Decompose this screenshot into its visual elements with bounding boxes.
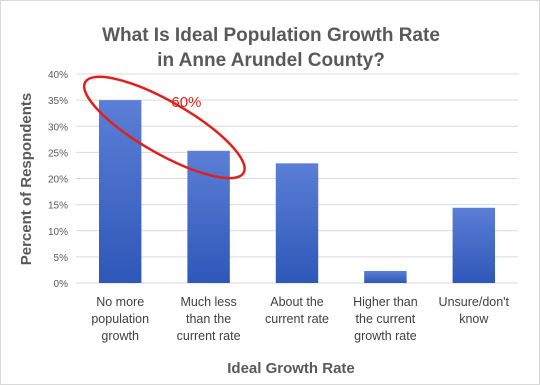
x-tick-label: About the current rate — [265, 295, 329, 326]
x-tick-label: Unsure/don't know — [439, 295, 510, 326]
bar — [275, 163, 319, 283]
x-tick-label: Higher than the current growth rate — [353, 295, 418, 343]
bar — [98, 100, 142, 283]
chart-title-line-2: in Anne Arundel County? — [157, 50, 385, 71]
y-tick-label: 15% — [48, 201, 68, 212]
bar — [187, 150, 230, 283]
x-tick-label-line: growth rate — [354, 329, 417, 343]
x-tick-label: No more population growth — [91, 295, 149, 343]
annotation-group: 60% — [82, 75, 246, 180]
y-tick-label: 20% — [48, 175, 68, 186]
x-tick-label-line: About the — [270, 295, 324, 309]
y-tick-label: 30% — [48, 122, 68, 133]
x-axis-ticks: No more population growth Much less than the… — [91, 295, 509, 343]
x-tick-label-line: Unsure/don't — [439, 295, 510, 309]
chart-title-line-1: What Is Ideal Population Growth Rate — [102, 25, 440, 46]
x-tick-label-line: current rate — [177, 329, 241, 343]
bar — [364, 270, 407, 283]
y-tick-label: 10% — [48, 227, 68, 238]
x-tick-label-line: current rate — [265, 312, 329, 326]
x-tick-label-line: Higher than — [353, 295, 418, 309]
x-tick-label-line: Much less — [180, 295, 236, 309]
bar — [452, 207, 496, 283]
y-tick-label: 0% — [54, 279, 69, 290]
x-axis-label: Ideal Growth Rate — [227, 360, 355, 377]
bars — [98, 100, 496, 283]
x-tick-label-line: than the — [186, 312, 231, 326]
x-tick-label-line: population — [91, 312, 149, 326]
x-tick-label-line: the current — [356, 312, 416, 326]
y-axis-ticks: 0% 5% 10% 15% 20% 25% 30% 35% 40% — [48, 70, 68, 290]
annotation-ellipse — [82, 75, 246, 180]
x-tick-label-line: growth — [101, 329, 139, 343]
x-tick-label-line: know — [459, 312, 489, 326]
y-tick-label: 40% — [48, 70, 68, 81]
annotation-label: 60% — [171, 94, 201, 111]
y-tick-label: 5% — [54, 253, 69, 264]
x-tick-label-line: No more — [96, 295, 144, 309]
x-tick-label: Much less than the current rate — [177, 295, 241, 343]
y-tick-label: 35% — [48, 96, 68, 107]
y-axis-label: Percent of Respondents — [18, 93, 35, 266]
y-tick-label: 25% — [48, 148, 68, 159]
